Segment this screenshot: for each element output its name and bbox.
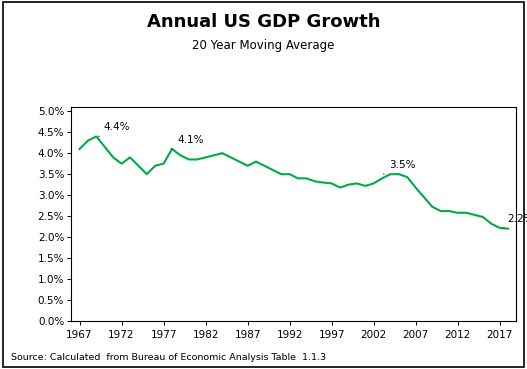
Text: 3.5%: 3.5%: [384, 160, 415, 174]
Text: 4.1%: 4.1%: [172, 135, 203, 149]
Text: 4.4%: 4.4%: [99, 122, 130, 137]
Text: 20 Year Moving Average: 20 Year Moving Average: [192, 39, 335, 52]
Text: 2.2%: 2.2%: [504, 214, 527, 228]
Text: Source: Calculated  from Bureau of Economic Analysis Table  1.1.3: Source: Calculated from Bureau of Econom…: [11, 354, 326, 362]
Text: Annual US GDP Growth: Annual US GDP Growth: [147, 13, 380, 31]
